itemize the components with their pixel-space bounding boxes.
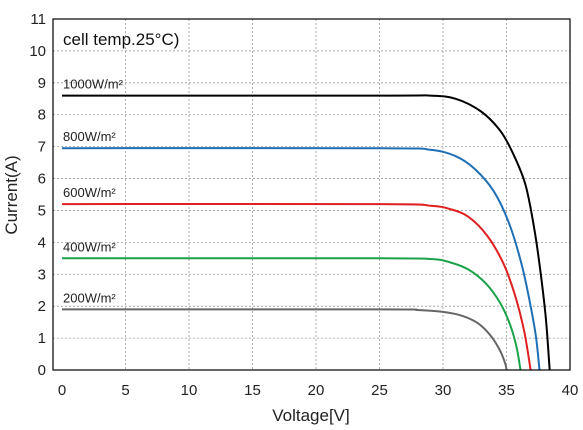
y-tick-label: 11 bbox=[30, 11, 46, 28]
y-tick-label: 4 bbox=[38, 234, 46, 251]
x-tick-label: 25 bbox=[371, 382, 388, 399]
curve-label-3: 400W/m² bbox=[63, 239, 116, 254]
y-tick-label: 8 bbox=[38, 107, 46, 124]
curve-label-2: 600W/m² bbox=[63, 185, 116, 200]
curve-label-0: 1000W/m² bbox=[63, 77, 124, 92]
y-tick-label: 9 bbox=[38, 75, 46, 92]
x-tick-label: 30 bbox=[435, 382, 452, 399]
curve-series-0 bbox=[62, 94, 551, 371]
x-tick-label: 40 bbox=[562, 382, 579, 399]
curve-series-3 bbox=[61, 257, 522, 371]
y-tick-label: 2 bbox=[38, 298, 46, 315]
x-tick-label: 10 bbox=[181, 382, 198, 399]
y-tick-label: 10 bbox=[29, 43, 46, 60]
y-tick-labels: 0 1 2 3 4 5 6 7 8 9 10 11 bbox=[29, 11, 46, 379]
x-axis-label: Voltage[V] bbox=[272, 406, 350, 425]
curve-label-1: 800W/m² bbox=[63, 129, 116, 144]
x-tick-label: 20 bbox=[308, 382, 325, 399]
x-tick-label: 35 bbox=[498, 382, 515, 399]
curves bbox=[61, 94, 551, 371]
y-axis-label: Current(A) bbox=[2, 155, 21, 234]
y-tick-label: 5 bbox=[38, 202, 46, 219]
y-tick-label: 6 bbox=[38, 171, 46, 188]
curve-labels: 1000W/m² 800W/m² 600W/m² 400W/m² 200W/m² bbox=[63, 77, 124, 306]
x-tick-label: 15 bbox=[244, 382, 261, 399]
y-tick-label: 1 bbox=[38, 330, 46, 347]
curve-series-1 bbox=[61, 147, 541, 371]
cell-temperature-annotation: cell temp.25°C) bbox=[63, 30, 179, 49]
x-tick-labels: 0 5 10 15 20 25 30 35 40 bbox=[58, 382, 579, 399]
curve-label-4: 200W/m² bbox=[63, 290, 116, 305]
x-tick-label: 5 bbox=[121, 382, 129, 399]
grid-lines bbox=[53, 19, 570, 370]
plot-frame bbox=[52, 18, 571, 371]
curve-series-4 bbox=[61, 308, 508, 371]
y-tick-label: 3 bbox=[38, 266, 46, 283]
y-tick-label: 0 bbox=[38, 362, 46, 379]
curve-series-2 bbox=[61, 202, 532, 371]
y-tick-label: 7 bbox=[38, 139, 46, 156]
x-tick-label: 0 bbox=[58, 382, 66, 399]
